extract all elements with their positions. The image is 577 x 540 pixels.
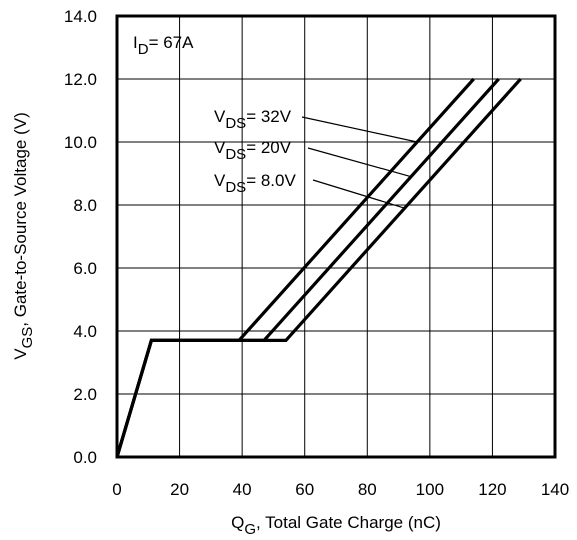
label-leaders: [301, 116, 418, 209]
x-tick-label-5: 100: [416, 480, 444, 499]
series-label-vds-8v: VDS= 8.0V: [214, 171, 296, 196]
y-tick-label-5: 10.0: [64, 133, 97, 152]
drain-current-annotation: ID= 67A: [133, 33, 194, 58]
y-tick-label-4: 8.0: [73, 196, 97, 215]
y-tick-label-1: 2.0: [73, 385, 97, 404]
x-tick-labels: 0 20 40 60 80 100 120 140: [112, 480, 569, 499]
annotation-sub: D: [138, 41, 149, 58]
y-axis-label: VGS, Gate-to-Source Voltage (V): [11, 112, 36, 360]
y-tick-label-2: 4.0: [73, 322, 97, 341]
y-tick-label-7: 14.0: [64, 7, 97, 26]
y-tick-label-0: 0.0: [73, 448, 97, 467]
x-tick-label-6: 120: [478, 480, 506, 499]
x-tick-label-3: 60: [295, 480, 314, 499]
series-label-vds-20v: VDS= 20V: [214, 138, 292, 163]
annotation-rest: = 67A: [149, 33, 195, 52]
annotation-main: I: [133, 33, 138, 52]
plot-frame: [115, 14, 557, 459]
x-tick-label-7: 140: [541, 480, 569, 499]
series-label-vds-32v: VDS= 32V: [214, 107, 292, 132]
y-tick-label-6: 12.0: [64, 70, 97, 89]
x-tick-label-0: 0: [112, 480, 121, 499]
y-tick-labels: 0.0 2.0 4.0 6.0 8.0 10.0 12.0 14.0: [64, 7, 97, 467]
curves: [115, 77, 522, 458]
leader-line-1: [307, 147, 412, 178]
x-axis-label: QG, Total Gate Charge (nC): [231, 513, 441, 538]
x-tick-label-4: 80: [358, 480, 377, 499]
leader-line-0: [301, 116, 418, 143]
x-tick-label-1: 20: [170, 480, 189, 499]
series-line-2: [115, 77, 522, 458]
grid-lines: [116, 15, 556, 458]
x-tick-label-2: 40: [233, 480, 252, 499]
y-tick-label-3: 6.0: [73, 259, 97, 278]
leader-line-2: [312, 179, 405, 209]
